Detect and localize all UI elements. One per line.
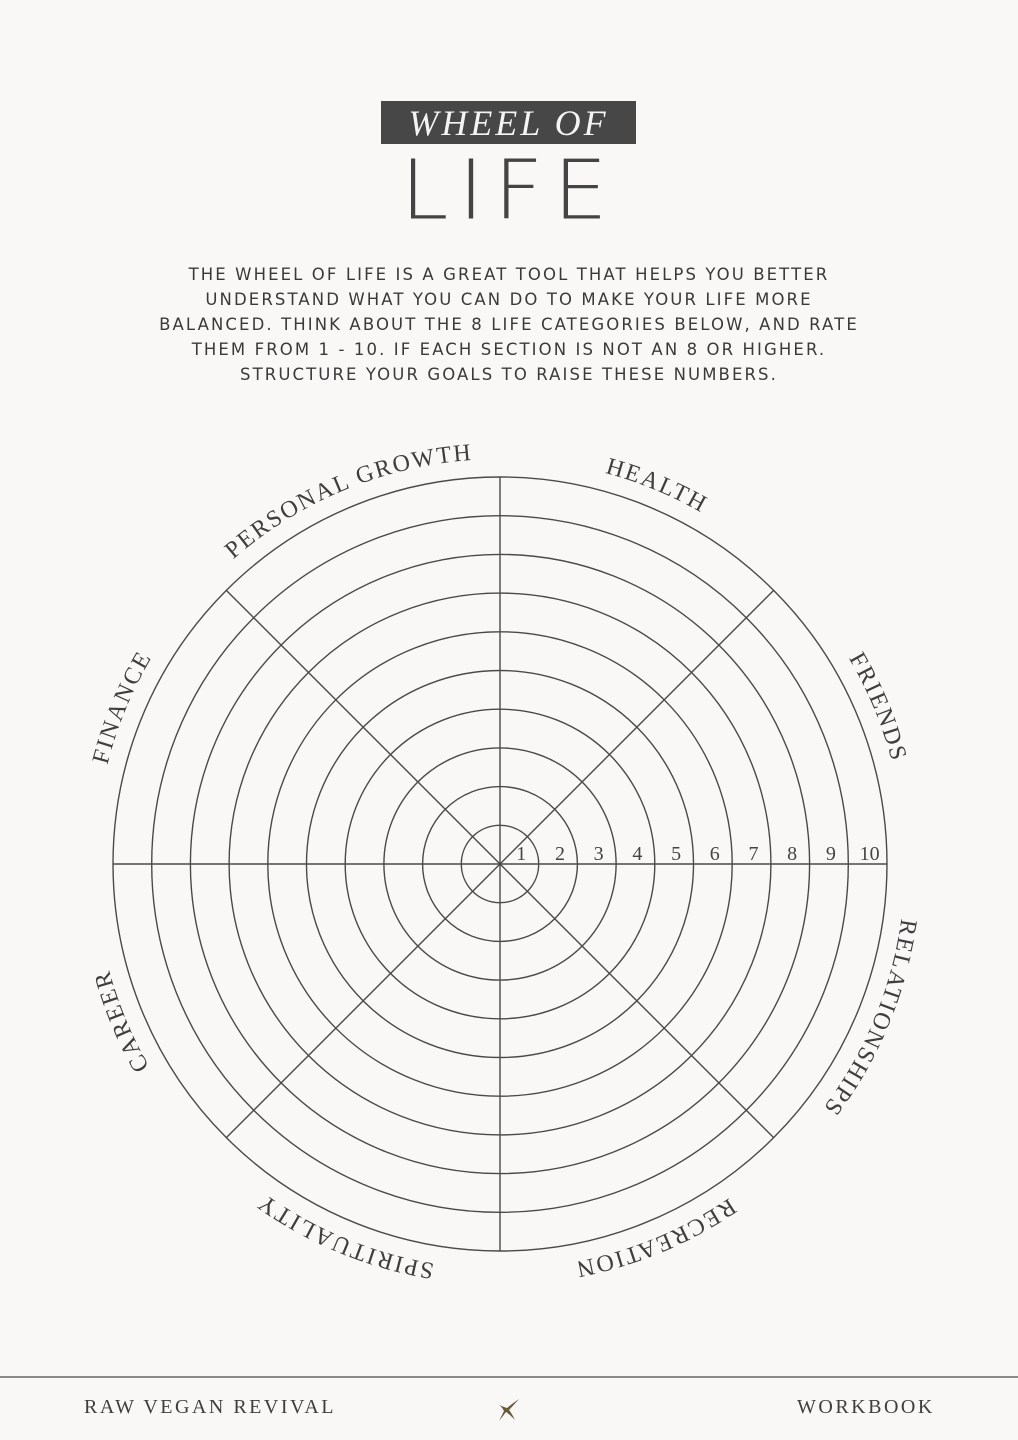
scale-number: 8 (787, 843, 797, 865)
scale-number: 6 (710, 843, 720, 865)
footer-workbook: WORKBOOK (797, 1396, 935, 1418)
category-label-relationships: RELATIONSHIPS (818, 917, 922, 1121)
category-label-career: CAREER (89, 967, 154, 1077)
category-label-personal-growth: PERSONAL GROWTH (220, 440, 474, 564)
section-divider (225, 589, 775, 1139)
intro-text: THE WHEEL OF LIFE IS A GREAT TOOL THAT H… (60, 262, 958, 387)
intro-line: BALANCED. THINK ABOUT THE 8 LIFE CATEGOR… (159, 315, 859, 334)
intro-line: UNDERSTAND WHAT YOU CAN DO TO MAKE YOUR … (205, 290, 813, 309)
category-label-health: HEALTH (603, 454, 712, 519)
footer-brand: RAW VEGAN REVIVAL (84, 1396, 337, 1418)
scale-number: 3 (594, 843, 604, 865)
wheel-of-life-diagram: 1 2 3 4 5 6 7 8 9 10 PERSONAL GROWTH HEALTHFRIENDS… (88, 440, 922, 1284)
scale-number: 7 (748, 843, 758, 865)
title-badge: WHEEL OF (381, 101, 636, 144)
scale-number: 4 (632, 843, 642, 865)
category-label-spirituality: SPIRITUALITY (252, 1188, 435, 1283)
page-title: LIFE (400, 143, 618, 239)
title-badge-text: WHEEL OF (408, 102, 609, 143)
scale-number: 10 (860, 843, 880, 865)
star-icon (499, 1399, 519, 1421)
category-label-recreation: RECREATION (573, 1193, 741, 1282)
intro-line: STRUCTURE YOUR GOALS TO RAISE THESE NUMB… (240, 365, 778, 384)
scale-number: 5 (671, 843, 681, 865)
intro-line: THEM FROM 1 - 10. IF EACH SECTION IS NOT… (191, 340, 827, 359)
scale-number: 2 (555, 843, 565, 865)
intro-line: THE WHEEL OF LIFE IS A GREAT TOOL THAT H… (188, 265, 830, 284)
scale-number: 9 (826, 843, 836, 865)
footer-divider (0, 1376, 1018, 1378)
scale-number: 1 (516, 843, 526, 865)
